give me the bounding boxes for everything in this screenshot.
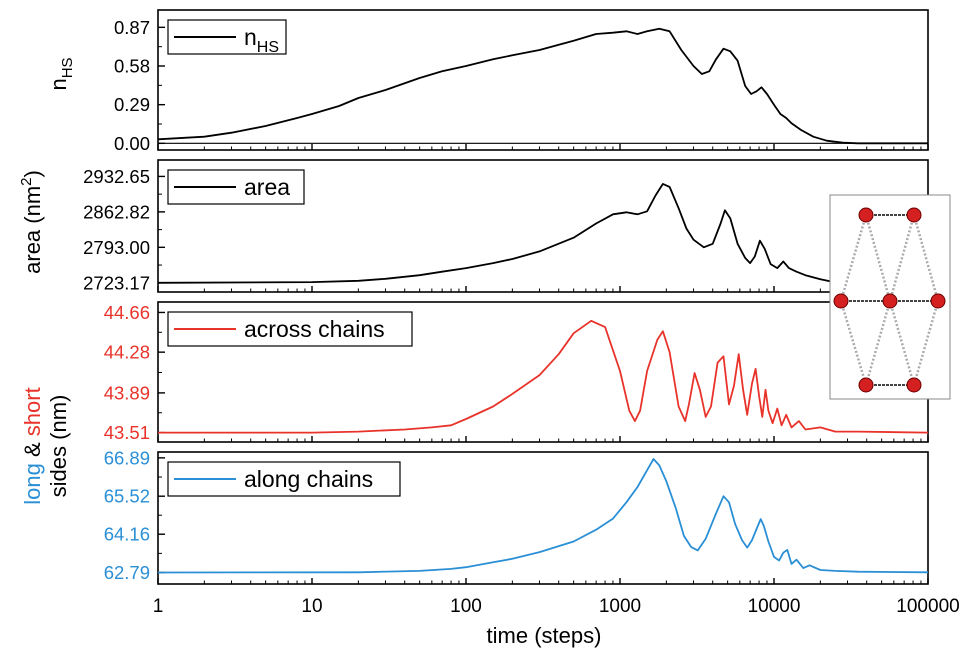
y-tick-label: 0.00 [114, 133, 150, 154]
y-label-area-sup: 2 [18, 177, 35, 185]
y-tick-label: 0.87 [114, 17, 150, 38]
legend-area: area [167, 169, 305, 205]
x-tick-label: 100000 [896, 596, 959, 617]
panel-frame [157, 9, 929, 151]
x-axis: 1 10 100 1000 10000 100000 [153, 596, 960, 617]
inset-spring [839, 300, 868, 386]
y-tick-label: 66.89 [104, 447, 150, 468]
inset-node [858, 207, 874, 223]
y-tick-label: 44.66 [104, 302, 150, 323]
inset-node [906, 377, 922, 393]
y-tick-label: 65.52 [104, 486, 150, 507]
y-tick-label: 64.16 [104, 524, 150, 545]
x-tick-label: 1 [153, 596, 164, 617]
y-tick-label: 43.51 [104, 422, 150, 443]
x-tick-label: 10 [301, 596, 322, 617]
legend-across: across chains [167, 311, 413, 347]
y-label-nhs: nHS [46, 57, 76, 90]
inset-spring [912, 214, 940, 302]
y-tick-label: 2932.65 [83, 166, 150, 187]
panel-nhs: 0.87 0.58 0.29 0.00 nHS [114, 9, 929, 154]
inset-spring [864, 214, 892, 302]
y-label-area-main: area (nm [20, 186, 45, 274]
inset-node [906, 207, 922, 223]
panel-across: 44.66 44.28 43.89 43.51 across chains [104, 301, 929, 443]
chart-panels: 0.87 0.58 0.29 0.00 nHS 2932.65 2862.82 2793.00… [83, 9, 929, 585]
y-tick-label: 44.28 [104, 342, 150, 363]
inset-spring [888, 300, 916, 386]
series-line-along [157, 458, 929, 574]
legend-label-sub: HS [257, 39, 279, 56]
y-label-nhs-main: n [46, 78, 71, 90]
y-label-area: area (nm2) [18, 170, 45, 274]
legend-label-main: n [244, 24, 257, 50]
legend-label: nHS [244, 24, 279, 56]
inset-spring [839, 214, 868, 302]
y-label-amp: & [20, 436, 45, 463]
legend-label: across chains [244, 316, 385, 342]
series-line-nhs [157, 27, 928, 145]
inset-spring [864, 300, 892, 386]
lattice-schematic-inset [829, 194, 951, 400]
y-label-nhs-sub: HS [59, 57, 76, 78]
x-tick-label: 100 [450, 596, 482, 617]
series-line-area [157, 182, 848, 285]
y-label-area-tail: ) [20, 170, 45, 177]
series-line-across [158, 319, 929, 434]
legend-along: along chains [167, 461, 401, 497]
legend-label-main: area [244, 174, 290, 200]
y-label-short: short [20, 387, 45, 436]
legend-label: along chains [244, 466, 373, 492]
y-label-sides-line2: sides (nm) [46, 395, 71, 498]
x-tick-label: 10000 [748, 596, 801, 617]
y-tick-label: 2793.00 [83, 237, 150, 258]
y-tick-label: 2723.17 [83, 272, 150, 293]
legend-label-main: along chains [244, 466, 373, 492]
y-tick-label: 0.29 [114, 94, 150, 115]
y-tick-label: 2862.82 [83, 201, 150, 222]
inset-node [930, 293, 946, 309]
x-axis-label: time (steps) [487, 623, 602, 648]
inset-spring [912, 300, 940, 386]
y-label-long: long [20, 463, 45, 505]
inset-node [833, 293, 849, 309]
legend-nhs: nHS [167, 19, 287, 56]
y-tick-label: 0.58 [114, 56, 150, 77]
x-tick-label: 1000 [599, 596, 641, 617]
y-tick-label: 62.79 [104, 562, 150, 583]
inset-node [882, 293, 898, 309]
panel-frame [157, 451, 929, 585]
inset-spring [888, 214, 916, 302]
legend-label: area [244, 174, 290, 200]
y-label-sides-line1: long & short [20, 387, 45, 504]
panel-along: 66.89 65.52 64.16 62.79 along chains [104, 447, 929, 585]
legend-label-main: across chains [244, 316, 385, 342]
y-tick-label: 43.89 [104, 382, 150, 403]
inset-node [858, 377, 874, 393]
panel-area: 2932.65 2862.82 2793.00 2723.17 area [83, 159, 929, 293]
